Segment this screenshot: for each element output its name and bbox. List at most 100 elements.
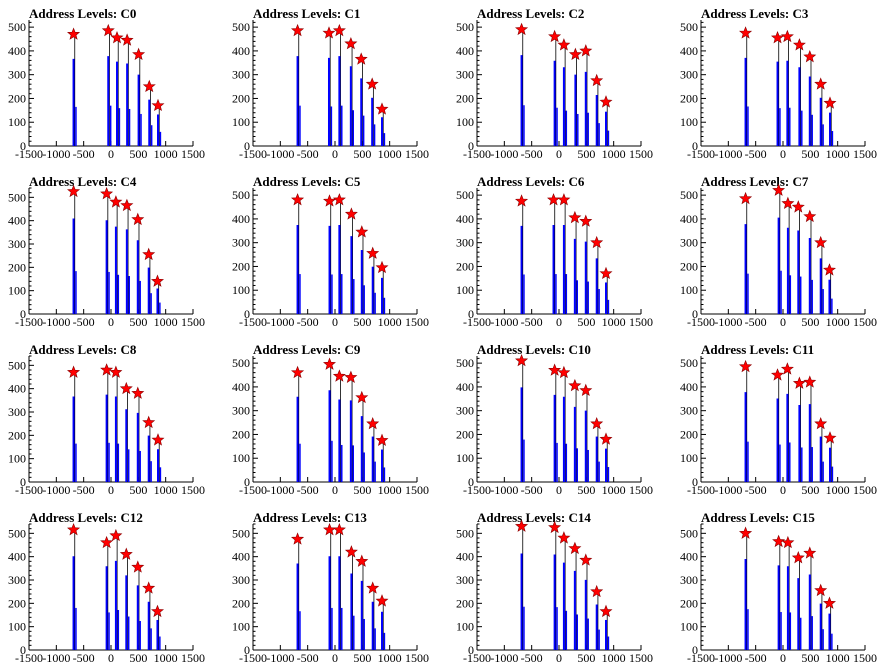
x-tick-label: 0 xyxy=(780,147,786,161)
peak-marker xyxy=(100,186,114,200)
y-tick-label: 100 xyxy=(456,283,474,297)
y-tick-label: 500 xyxy=(232,356,250,370)
y-tick-label: 0 xyxy=(20,475,26,489)
x-tick-label: -500 xyxy=(297,147,319,161)
panel-title: Address Levels: C12 xyxy=(29,510,143,525)
peak-marker xyxy=(332,193,346,206)
x-tick-label: 1500 xyxy=(629,483,653,497)
y-tick-label: 500 xyxy=(680,20,698,34)
peak-marker xyxy=(109,528,123,542)
peak-marker xyxy=(101,23,115,37)
panel-8: Address Levels: C80100200300400500-1500-… xyxy=(8,342,205,497)
y-tick-label: 500 xyxy=(456,188,474,202)
y-tick-label: 100 xyxy=(456,620,474,634)
x-tick-label: -500 xyxy=(297,483,319,497)
peak-marker xyxy=(332,23,346,37)
x-tick-label: 0 xyxy=(332,147,338,161)
y-tick-label: 400 xyxy=(456,44,474,58)
x-tick-label: -1000 xyxy=(490,147,518,161)
y-tick-label: 500 xyxy=(680,356,698,370)
peak-marker xyxy=(291,365,305,379)
peak-marker xyxy=(344,545,358,558)
x-tick-label: -1000 xyxy=(266,483,294,497)
x-tick-label: 500 xyxy=(129,483,147,497)
x-tick-label: 0 xyxy=(780,651,786,665)
peak-marker xyxy=(599,604,613,618)
x-tick-label: 1500 xyxy=(629,315,653,329)
peak-marker xyxy=(739,526,753,539)
y-tick-label: 0 xyxy=(692,643,698,657)
y-tick-label: 100 xyxy=(8,452,26,466)
y-tick-label: 200 xyxy=(232,91,250,105)
peak-marker xyxy=(365,77,379,90)
panel-12: Address Levels: C12 0 100 200 300 400 500 -1500… xyxy=(8,510,205,665)
peak-marker xyxy=(814,416,828,430)
peak-marker xyxy=(568,541,582,555)
peak-marker xyxy=(791,200,805,213)
y-tick-label: 200 xyxy=(680,596,698,610)
panel-4: Address Levels: C40100200300400500-1500-… xyxy=(8,174,205,329)
y-tick-label: 0 xyxy=(244,475,250,489)
peak-marker xyxy=(344,207,358,220)
x-tick-label: -1000 xyxy=(490,315,518,329)
peak-marker xyxy=(568,47,582,60)
peak-marker xyxy=(151,604,164,618)
x-tick-label: 0 xyxy=(780,483,786,497)
y-tick-label: 400 xyxy=(680,380,698,394)
peak-marker xyxy=(772,183,786,196)
y-tick-label: 0 xyxy=(244,139,250,153)
peak-marker xyxy=(291,23,305,37)
x-tick-label: 500 xyxy=(801,483,819,497)
x-tick-label: -1500 xyxy=(15,315,43,329)
y-tick-label: 300 xyxy=(232,68,250,82)
y-tick-label: 500 xyxy=(8,358,26,372)
x-tick-label: -1000 xyxy=(490,651,518,665)
panel-title: Address Levels: C15 xyxy=(701,510,815,525)
peak-marker xyxy=(803,49,817,63)
peak-marker xyxy=(119,381,133,395)
x-tick-label: -1000 xyxy=(266,315,294,329)
x-tick-label: 500 xyxy=(801,315,819,329)
x-tick-label: 1500 xyxy=(629,651,653,665)
peak-marker xyxy=(142,247,156,261)
x-tick-label: -1000 xyxy=(266,651,294,665)
x-tick-label: 1500 xyxy=(405,483,429,497)
y-tick-label: 200 xyxy=(680,91,698,105)
panel-title: Address Levels: C11 xyxy=(701,342,814,357)
y-tick-label: 300 xyxy=(232,236,250,250)
y-tick-label: 400 xyxy=(8,382,26,396)
y-tick-label: 100 xyxy=(680,115,698,129)
x-tick-label: 500 xyxy=(353,315,371,329)
peak-marker xyxy=(579,383,593,396)
y-tick-label: 500 xyxy=(232,188,250,202)
y-tick-label: 100 xyxy=(8,284,26,298)
x-tick-label: 0 xyxy=(556,651,562,665)
y-tick-label: 0 xyxy=(468,643,474,657)
panel-14: Address Levels: C14 0 100 200 300 400 500 -1500… xyxy=(456,510,653,665)
peak-marker xyxy=(375,433,389,446)
y-tick-label: 0 xyxy=(692,307,698,321)
x-tick-label: 0 xyxy=(332,315,338,329)
x-tick-label: 500 xyxy=(353,147,371,161)
peak-marker xyxy=(823,431,837,444)
peak-marker xyxy=(151,433,165,446)
panel-title: Address Levels: C6 xyxy=(477,174,585,189)
x-tick-label: 1000 xyxy=(826,651,850,665)
panel-title: Address Levels: C4 xyxy=(29,174,137,189)
x-tick-label: 500 xyxy=(577,147,595,161)
y-tick-label: 400 xyxy=(680,212,698,226)
y-tick-label: 0 xyxy=(468,307,474,321)
y-tick-label: 500 xyxy=(232,526,250,540)
peak-marker xyxy=(791,550,805,564)
peak-marker xyxy=(131,386,145,399)
y-tick-label: 500 xyxy=(456,356,474,370)
y-tick-label: 100 xyxy=(232,115,250,129)
panel-11: Address Levels: C11 0 100 200 300 400 500 -1500… xyxy=(680,342,877,497)
panel-title: Address Levels: C5 xyxy=(253,174,361,189)
y-tick-label: 100 xyxy=(456,115,474,129)
peak-marker xyxy=(67,522,81,536)
panel-title: Address Levels: C8 xyxy=(29,342,137,357)
peak-marker xyxy=(823,96,837,109)
x-tick-label: 1500 xyxy=(405,315,429,329)
peak-marker xyxy=(344,36,358,50)
